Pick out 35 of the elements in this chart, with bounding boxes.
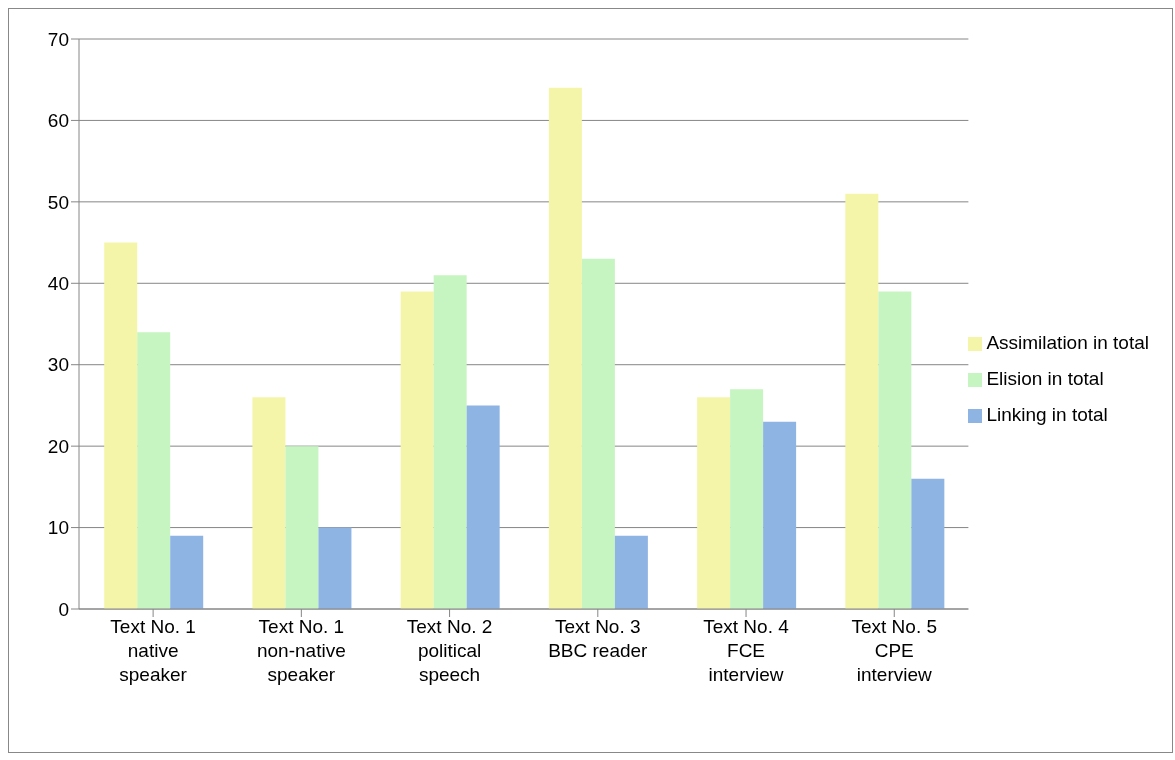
- legend-label: Assimilation in total: [986, 332, 1149, 353]
- bar: [400, 291, 434, 609]
- bar: [581, 258, 615, 609]
- bar: [845, 193, 879, 609]
- y-tick-label: 70: [47, 28, 69, 50]
- bar: [466, 405, 500, 609]
- x-tick-label: Text No. 5 CPE interview: [851, 616, 938, 685]
- y-tick-label: 0: [58, 598, 69, 620]
- y-tick-label: 50: [47, 191, 69, 213]
- legend-label: Linking in total: [986, 404, 1108, 425]
- bar: [170, 535, 204, 609]
- bar: [878, 291, 912, 609]
- y-tick-label: 20: [47, 435, 69, 457]
- bar: [318, 527, 352, 609]
- x-tick-label: Text No. 3 BBC reader: [548, 616, 649, 661]
- x-tick-label: Text No. 4 FCE interview: [703, 616, 790, 685]
- bar: [763, 421, 797, 609]
- y-tick-label: 60: [47, 110, 69, 132]
- bar: [137, 332, 171, 609]
- bar: [285, 446, 319, 609]
- legend-label: Elision in total: [986, 368, 1104, 389]
- bar: [911, 478, 945, 609]
- bar: [730, 389, 764, 609]
- bar: [548, 87, 582, 609]
- x-tick-label: Text No. 1 non-native speaker: [256, 616, 346, 685]
- bar: [433, 275, 467, 609]
- bar: [104, 242, 138, 609]
- x-tick-label: Text No. 2 political speech: [406, 616, 493, 685]
- y-tick-label: 40: [47, 273, 69, 295]
- bar: [614, 535, 648, 609]
- y-tick-label: 10: [47, 517, 69, 539]
- bar: [252, 397, 286, 609]
- x-tick-label: Text No. 1 native speaker: [110, 616, 196, 685]
- bar: [697, 397, 731, 609]
- y-tick-label: 30: [47, 354, 69, 376]
